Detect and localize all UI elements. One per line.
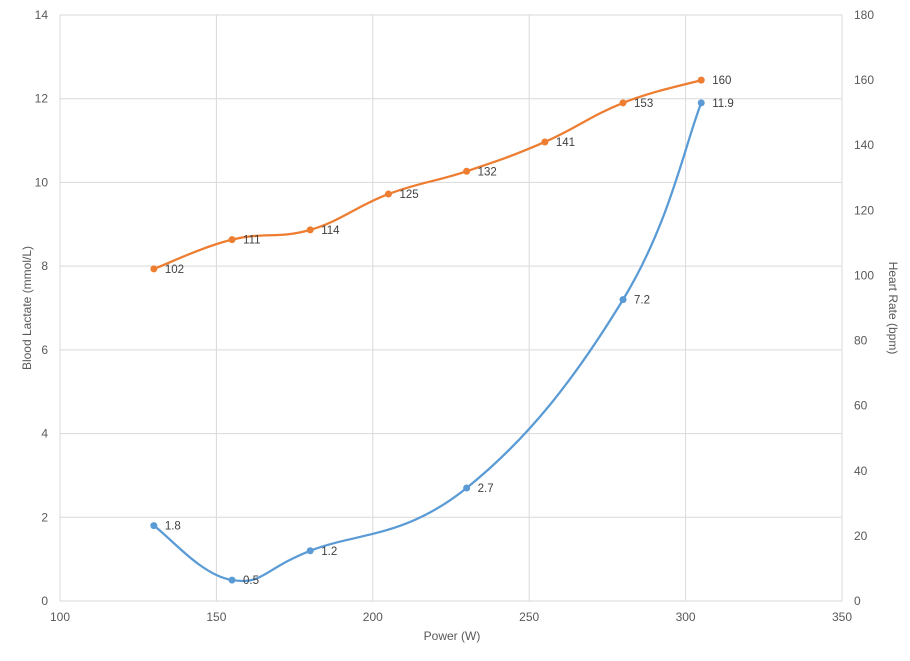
heart-rate-point [697,76,705,84]
x-tick-label: 100 [50,610,70,624]
blood-lactate-data-label: 1.8 [165,521,181,533]
y-tick-label: 0 [41,594,48,608]
x-axis-title: Power (W) [424,629,481,643]
blood-lactate-data-label: 1.2 [321,546,337,558]
y2-tick-label: 100 [854,268,874,282]
blood-lactate-point [697,99,705,107]
blood-lactate-point [228,576,236,584]
heart-rate-data-label: 125 [399,189,418,201]
x-tick-label: 300 [676,610,696,624]
y2-tick-label: 60 [854,399,868,413]
blood-lactate-data-label: 0.5 [243,575,259,587]
blood-lactate-point [619,296,627,304]
grid [59,14,843,602]
heart-rate-data-label: 141 [556,137,575,149]
y2-tick-label: 80 [854,334,868,348]
y2-tick-label: 0 [854,594,861,608]
blood-lactate-point [463,484,471,492]
y-tick-label: 14 [35,8,49,22]
series-layer [150,76,705,584]
heart-rate-line [152,78,703,271]
x-tick-label: 350 [832,610,852,624]
y-tick-label: 10 [35,175,49,189]
heart-rate-point [384,190,392,198]
x-tick-label: 250 [519,610,539,624]
y2-tick-label: 40 [854,464,868,478]
y-tick-label: 2 [41,510,48,524]
heart-rate-point [463,167,471,175]
blood-lactate-data-label: 11.9 [712,98,734,110]
blood-lactate-point [150,522,158,530]
y-tick-label: 6 [41,343,48,357]
y2-tick-label: 20 [854,529,868,543]
heart-rate-data-label: 102 [165,264,184,276]
x-tick-label: 200 [363,610,383,624]
plot-frame [59,14,843,602]
heart-rate-data-label: 160 [712,75,731,87]
heart-rate-data-label: 132 [478,166,497,178]
heart-rate-data-label: 153 [634,98,653,110]
blood-lactate-line [152,101,703,583]
x-tick-label: 150 [206,610,226,624]
y2-tick-label: 160 [854,73,874,87]
heart-rate-point [306,226,314,234]
y-axis-title: Blood Lactate (mmol/L) [20,246,34,370]
y2-tick-label: 180 [854,8,874,22]
blood-lactate-point [306,547,314,555]
y-tick-label: 4 [41,427,48,441]
y2-axis-title: Heart Rate (bpm) [886,262,900,355]
heart-rate-point [228,236,236,244]
heart-rate-data-label: 114 [321,225,340,237]
y-tick-label: 8 [41,259,48,273]
heart-rate-data-label: 111 [243,235,260,247]
y2-tick-label: 120 [854,203,874,217]
heart-rate-point [541,138,549,146]
blood-lactate-data-label: 2.7 [478,483,494,495]
y-tick-label: 12 [35,92,49,106]
heart-rate-point [150,265,158,273]
y2-tick-label: 140 [854,138,874,152]
heart-rate-point [619,99,627,107]
blood-lactate-data-label: 7.2 [634,295,650,307]
